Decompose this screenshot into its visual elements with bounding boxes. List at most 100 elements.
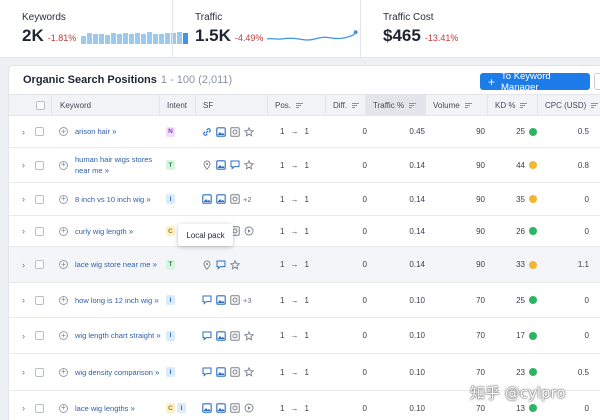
image-pack-icon[interactable] bbox=[202, 194, 212, 204]
image-pack-icon[interactable] bbox=[216, 330, 226, 341]
play-icon[interactable] bbox=[244, 403, 254, 413]
keyword-link[interactable]: lace wig lengths » bbox=[75, 403, 135, 413]
table-row[interactable]: › + wig length chart straight » I 1 → 1 0 … bbox=[9, 318, 600, 354]
expand-chevron-icon[interactable]: › bbox=[22, 367, 25, 377]
column-sf[interactable]: SF bbox=[195, 95, 267, 116]
image-pack-icon[interactable] bbox=[216, 295, 226, 305]
add-to-list-icon[interactable]: + bbox=[59, 127, 68, 136]
column-volume[interactable]: Volume bbox=[425, 95, 487, 116]
column-intent[interactable]: Intent bbox=[159, 95, 195, 116]
sf-more-count[interactable]: +2 bbox=[243, 194, 252, 204]
column-pos[interactable]: Pos. bbox=[267, 95, 325, 116]
table-row[interactable]: › + 8 inch vs 10 inch wig » I +2 1 → 1 0 0… bbox=[9, 183, 600, 216]
keyword-link[interactable]: wig density comparison » bbox=[75, 367, 160, 377]
comment-icon[interactable] bbox=[202, 331, 212, 341]
intent-badge[interactable]: I bbox=[177, 403, 186, 413]
expand-chevron-icon[interactable]: › bbox=[22, 226, 25, 236]
image-pack-icon[interactable] bbox=[216, 367, 226, 377]
star-icon[interactable] bbox=[244, 160, 254, 170]
metric-traffic-cost[interactable]: Traffic Cost $465 -13.41% bbox=[360, 0, 600, 58]
table-row[interactable]: › + wig density comparison » I 1 → 1 0 0.1… bbox=[9, 354, 600, 391]
table-row[interactable]: › + human hair wigs stores near me » T 1… bbox=[9, 148, 600, 183]
add-to-list-icon[interactable]: + bbox=[59, 194, 68, 204]
expand-chevron-icon[interactable]: › bbox=[22, 330, 25, 341]
row-checkbox[interactable] bbox=[35, 127, 44, 136]
expand-chevron-icon[interactable]: › bbox=[22, 259, 25, 270]
keyword-link[interactable]: arison hair » bbox=[75, 127, 117, 136]
star-icon[interactable] bbox=[244, 330, 254, 341]
intent-badge[interactable]: I bbox=[166, 367, 175, 377]
keyword-link[interactable]: human hair wigs stores near me » bbox=[75, 155, 153, 175]
add-to-list-icon[interactable]: + bbox=[59, 367, 68, 377]
image-pack-icon[interactable] bbox=[216, 160, 226, 170]
column-cpc[interactable]: CPC (USD) bbox=[537, 95, 600, 116]
image-pack-icon[interactable] bbox=[216, 403, 226, 413]
intent-badge[interactable]: C bbox=[166, 226, 175, 236]
table-row[interactable]: › + arison hair » N 1 → 1 0 0.45 90 25 0.5 bbox=[9, 116, 600, 148]
table-row[interactable]: › + curly wig length » C 1 → 1 0 0.14 90 2… bbox=[9, 216, 600, 247]
row-checkbox[interactable] bbox=[35, 160, 44, 170]
row-checkbox[interactable] bbox=[35, 260, 44, 269]
add-to-list-icon[interactable]: + bbox=[59, 403, 68, 413]
keyword-link[interactable]: 8 inch vs 10 inch wig » bbox=[75, 194, 151, 204]
link-icon[interactable] bbox=[202, 127, 212, 137]
star-icon[interactable] bbox=[244, 367, 254, 377]
add-to-list-icon[interactable]: + bbox=[59, 295, 68, 305]
keyword-link[interactable]: how long is 12 inch wig » bbox=[75, 295, 159, 305]
pin-icon[interactable] bbox=[202, 260, 212, 270]
row-checkbox[interactable] bbox=[35, 295, 44, 305]
expand-chevron-icon[interactable]: › bbox=[22, 126, 25, 137]
video-icon[interactable] bbox=[230, 367, 240, 377]
row-checkbox[interactable] bbox=[35, 367, 44, 377]
table-row[interactable]: › + how long is 12 inch wig » I +3 1 → 1 0… bbox=[9, 283, 600, 318]
video-icon[interactable] bbox=[230, 295, 240, 305]
image-pack-icon[interactable] bbox=[202, 403, 212, 413]
comment-icon[interactable] bbox=[230, 160, 240, 170]
column-kd[interactable]: KD % bbox=[487, 95, 537, 116]
pin-icon[interactable] bbox=[202, 160, 212, 170]
video-icon[interactable] bbox=[230, 403, 240, 413]
video-icon[interactable] bbox=[230, 126, 240, 137]
video-icon[interactable] bbox=[230, 194, 240, 204]
keyword-link[interactable]: wig length chart straight » bbox=[75, 331, 161, 340]
comment-icon[interactable] bbox=[216, 260, 226, 270]
add-to-list-icon[interactable]: + bbox=[59, 160, 68, 170]
image-pack-icon[interactable] bbox=[216, 194, 226, 204]
select-all-checkbox[interactable] bbox=[36, 101, 45, 110]
intent-badge[interactable]: T bbox=[166, 160, 175, 170]
row-checkbox[interactable] bbox=[35, 226, 44, 236]
comment-icon[interactable] bbox=[202, 367, 212, 377]
intent-badge[interactable]: I bbox=[166, 194, 175, 204]
add-to-list-icon[interactable]: + bbox=[59, 331, 68, 340]
comment-icon[interactable] bbox=[202, 295, 212, 305]
column-diff[interactable]: Diff. bbox=[325, 95, 365, 116]
column-keyword[interactable]: Keyword bbox=[51, 95, 159, 116]
expand-chevron-icon[interactable]: › bbox=[22, 194, 25, 204]
star-icon[interactable] bbox=[230, 259, 240, 270]
play-icon[interactable] bbox=[244, 226, 254, 236]
add-to-list-icon[interactable]: + bbox=[59, 260, 68, 269]
expand-chevron-icon[interactable]: › bbox=[22, 403, 25, 413]
image-pack-icon[interactable] bbox=[216, 126, 226, 137]
add-to-list-icon[interactable]: + bbox=[59, 226, 68, 236]
export-button[interactable] bbox=[594, 73, 600, 90]
expand-chevron-icon[interactable]: › bbox=[22, 160, 25, 170]
to-keyword-manager-button[interactable]: + To Keyword Manager bbox=[480, 71, 590, 93]
row-checkbox[interactable] bbox=[35, 331, 44, 340]
video-icon[interactable] bbox=[230, 330, 240, 341]
intent-badge[interactable]: N bbox=[166, 126, 175, 137]
row-checkbox[interactable] bbox=[35, 403, 44, 413]
table-row[interactable]: › + lace wig store near me » T 1 → 1 0 0.1… bbox=[9, 247, 600, 283]
column-traffic[interactable]: Traffic % bbox=[365, 95, 425, 116]
row-checkbox[interactable] bbox=[35, 194, 44, 204]
intent-badge[interactable]: C bbox=[166, 403, 175, 413]
sf-more-count[interactable]: +3 bbox=[243, 295, 252, 305]
intent-badge[interactable]: I bbox=[166, 330, 175, 341]
metric-keywords[interactable]: Keywords 2K -1.81% bbox=[0, 0, 189, 58]
intent-badge[interactable]: T bbox=[166, 259, 175, 270]
star-icon[interactable] bbox=[244, 126, 254, 137]
keyword-link[interactable]: curly wig length » bbox=[75, 226, 134, 236]
metric-traffic[interactable]: Traffic 1.5K -4.49% bbox=[172, 0, 360, 58]
keyword-link[interactable]: lace wig store near me » bbox=[75, 260, 157, 269]
